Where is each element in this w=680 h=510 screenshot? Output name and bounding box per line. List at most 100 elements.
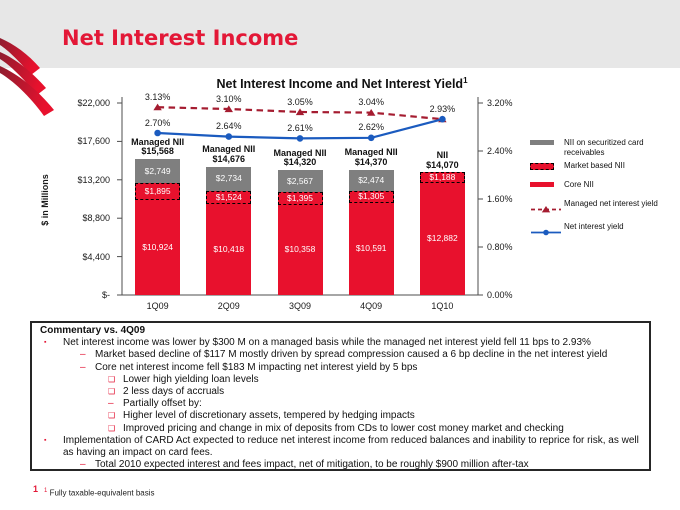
yield-point-label: 3.10% [216, 93, 242, 104]
legend-swatch-line-dashed [530, 199, 564, 219]
osquare-marker-icon: ❑ [108, 387, 116, 397]
commentary-item-level-1: ▪ Implementation of CARD Act expected to … [44, 435, 641, 459]
segment-core-1q10: $12,882 [419, 182, 465, 295]
bar-total-label-2q09: Managed NII $14,676 [184, 145, 274, 165]
commentary-item-text: Total 2010 expected interest and fees im… [95, 459, 529, 471]
segment-core-4q09-value: $10,591 [355, 243, 387, 254]
legend-swatch-bar-dashed [530, 161, 564, 170]
legend-item-label: NII on securitized card receivables [564, 138, 644, 157]
page-title: Net Interest Income [62, 26, 299, 50]
segment-market-based-4q09: $1,305 [348, 191, 394, 203]
osquare-marker-icon: ❑ [108, 411, 116, 421]
left-axis-tick-label: $13,200 [77, 174, 110, 185]
legend-item-label: Net interest yield [564, 222, 624, 231]
commentary-list: ▪ Net interest income was lower by $300 M… [32, 337, 641, 471]
segment-core-2q09-value: $10,418 [213, 244, 245, 255]
bar-total-text: $14,370 [354, 156, 388, 167]
right-axis-tick-label: 1.60% [487, 194, 513, 204]
commentary-item-level-2: – Total 2010 expected interest and fees i… [80, 459, 641, 471]
segment-core-2q09: $10,418 [206, 204, 252, 295]
left-axis-tick-label: $4,400 [82, 251, 110, 262]
yield-point-label: 2.70% [144, 117, 171, 128]
commentary-item-text: Market based decline of $117 M mostly dr… [95, 349, 608, 361]
page-number: 1 [33, 484, 39, 494]
commentary-item-text: Net interest income was lower by $300 M … [63, 337, 591, 349]
commentary-item-level-3: ❑ Improved pricing and change in mix of d… [108, 423, 641, 435]
segment-market-based-2q09: $1,524 [206, 190, 252, 205]
osquare-marker-icon: ❑ [108, 423, 116, 433]
bar-4q09: $2,474 $1,305 $10,591 [348, 169, 394, 295]
commentary-item-level-3: ❑ Higher level of discretionary assets, t… [108, 410, 641, 422]
segment-core-3q09-value: $10,358 [284, 244, 316, 255]
bar-total-label-4q09: Managed NII $14,370 [326, 147, 416, 168]
segment-core-4q09: $10,591 [348, 202, 394, 295]
segment-market-based-3q09: $1,395 [277, 192, 323, 205]
segment-securitized-4q09: $2,474 [348, 169, 394, 192]
commentary-item-text: Partially offset by: [123, 398, 202, 410]
bar-2q09: $2,734 $1,524 $10,418 [206, 166, 252, 295]
x-axis-category-label: 2Q09 [217, 301, 240, 311]
bank-flag-logo [0, 38, 54, 116]
commentary-item-text: Higher level of discretionary assets, te… [123, 410, 415, 422]
segment-market-based-1q10: $1,188 [419, 172, 465, 183]
yield-point-label: 2.93% [429, 103, 456, 114]
left-axis-tick-label: $17,600 [77, 136, 110, 147]
commentary-item-level-2: – Market based decline of $117 M mostly d… [80, 349, 641, 361]
bar-total-text: $14,070 [426, 159, 459, 170]
x-axis-category-label: 3Q09 [288, 301, 312, 311]
commentary-item-level-1: ▪ Net interest income was lower by $300 M… [44, 337, 641, 349]
segment-securitized-1q09-value: $2,749 [144, 165, 171, 176]
chart-title: Net Interest Income and Net Interest Yie… [130, 76, 554, 91]
dashed-bar-swatch [530, 163, 554, 170]
legend-item-label: Core NII [564, 179, 594, 189]
footnote-text: Fully taxable-equivalent basis [49, 488, 155, 498]
bar-3q09: $2,567 $1,395 $10,358 [277, 170, 323, 295]
segment-securitized-2q09-value: $2,734 [215, 173, 242, 184]
commentary-item-level-3: ❑ 2 less days of accruals [108, 386, 641, 398]
bar-total-text: $14,676 [212, 154, 246, 165]
line-dashed-icon [531, 206, 561, 213]
dash-marker-icon: – [80, 459, 86, 471]
dash-marker-icon: – [80, 361, 86, 373]
bar-total-text: Managed NII [202, 144, 256, 155]
commentary-item-level-3: ❑ Lower high yielding loan levels [108, 374, 641, 386]
right-axis-tick-label: 0.00% [487, 290, 513, 300]
legend-swatch-line-solid [530, 222, 564, 242]
commentary-item-text: Improved pricing and change in mix of de… [123, 422, 564, 434]
x-axis-category-label: 1Q10 [431, 301, 454, 311]
segment-core-1q09-value: $10,924 [142, 241, 173, 252]
legend-item: Market based NII [530, 161, 678, 171]
segment-market-based-2q09-value: $1,524 [215, 191, 242, 202]
legend-item: NII on securitized card receivables [530, 138, 678, 157]
bar-total-label-1q10: NII $14,070 [397, 150, 487, 171]
legend-item: Net interest yield [530, 222, 678, 242]
chart-title-text: Net Interest Income and Net Interest Yie… [216, 77, 464, 92]
legend-swatch-bar-gray [530, 138, 564, 145]
legend-item: Core NII [530, 180, 678, 190]
left-axis-tick-label: $- [101, 290, 110, 300]
commentary-item-level-3: – Partially offset by: [108, 398, 641, 410]
legend-item-label: Market based NII [564, 161, 625, 170]
dash-marker-icon: – [108, 398, 114, 410]
bar-total-text: $14,320 [283, 157, 317, 168]
bar-total-label-1q09: Managed NII $15,568 [113, 137, 203, 158]
right-axis-tick-label: 0.80% [487, 242, 513, 252]
commentary-item-level-2: – Core net interest income fell $183 M im… [80, 362, 641, 374]
bar-total-text: $15,568 [141, 146, 174, 157]
x-axis-category-label: 1Q09 [146, 301, 169, 311]
segment-securitized-4q09-value: $2,474 [358, 174, 385, 185]
segment-securitized-2q09: $2,734 [206, 166, 252, 191]
segment-market-based-4q09-value: $1,305 [358, 191, 385, 202]
red-bar-swatch [530, 181, 554, 187]
footnote-superscript: 1 [44, 488, 48, 494]
bar-total-label-3q09: Managed NII $14,320 [255, 148, 345, 169]
right-axis-tick-label: 2.40% [487, 146, 513, 156]
yield-point-label: 3.04% [358, 97, 384, 108]
right-axis-tick-label: 3.20% [487, 98, 513, 108]
segment-market-based-1q09: $1,895 [135, 183, 181, 200]
segment-securitized-3q09: $2,567 [277, 170, 323, 193]
footnote: 1 Fully taxable-equivalent basis [44, 488, 155, 498]
